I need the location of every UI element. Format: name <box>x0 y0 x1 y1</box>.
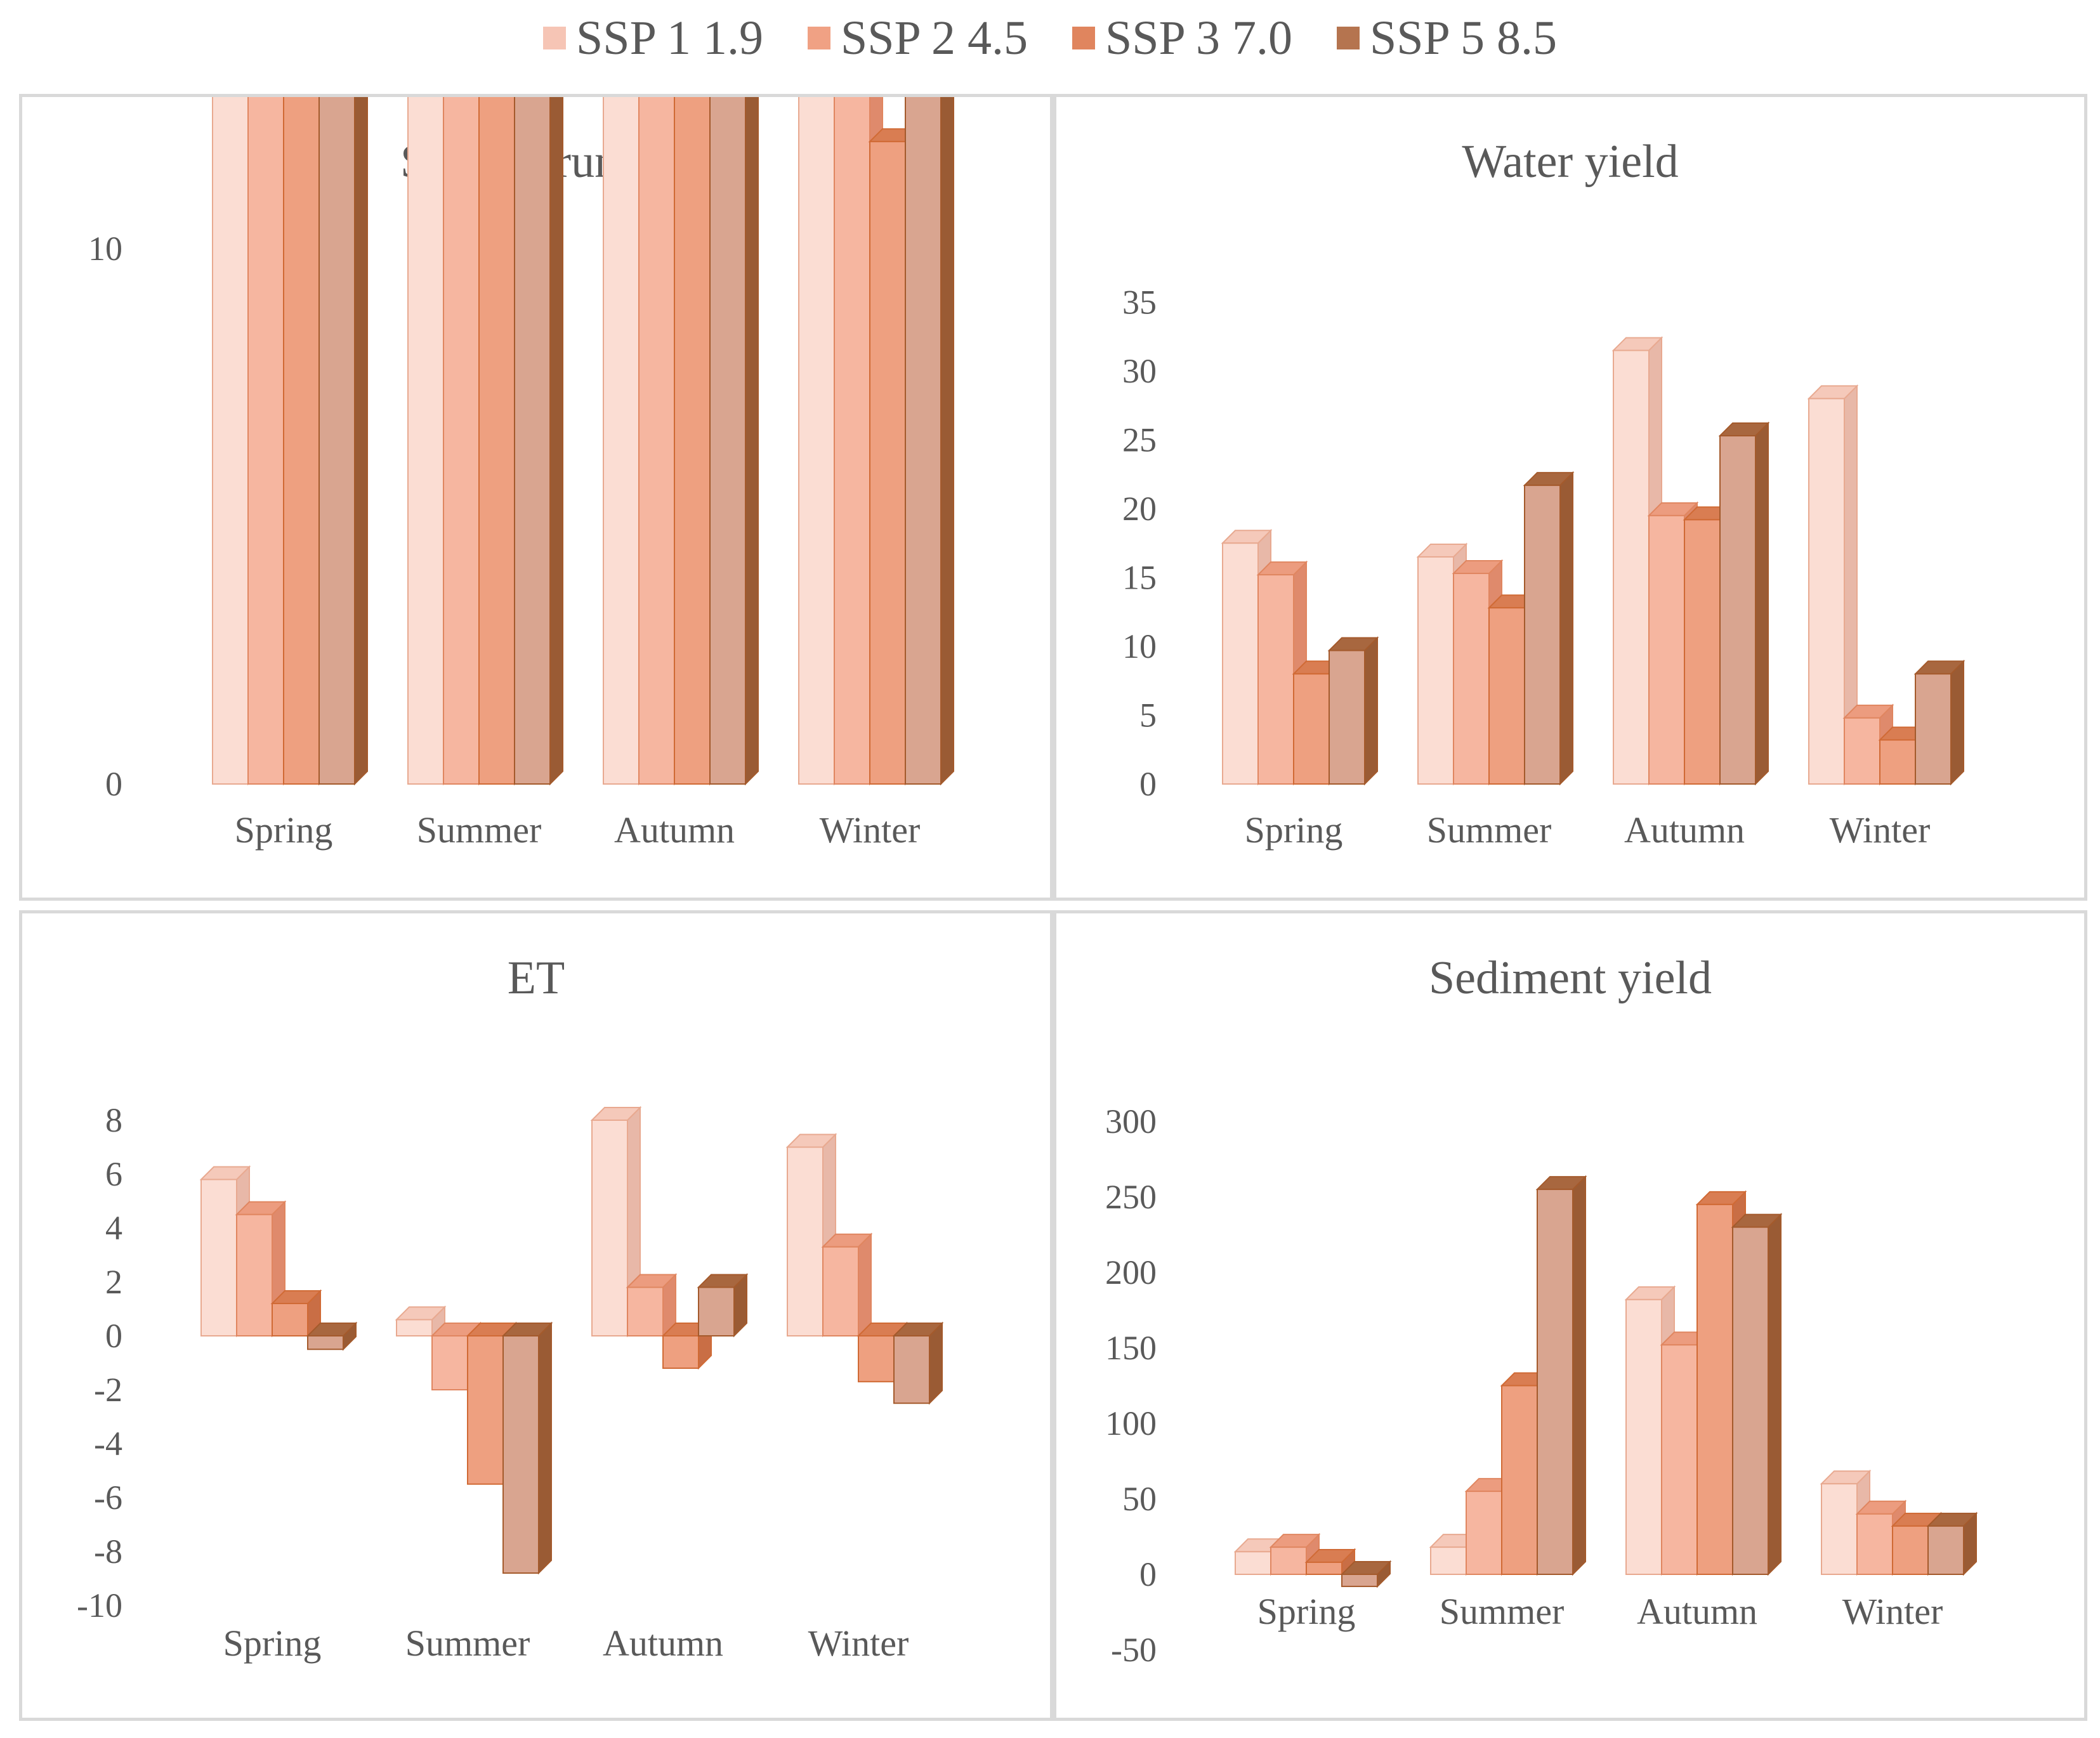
panel-sediment-yield: Sediment yield -50 0 50 100 150 200 250 300 Spri… <box>1053 910 2087 1721</box>
x-tick-label-summer: Summer <box>417 809 542 851</box>
x-tick-label-winter: Winter <box>1842 1591 1943 1632</box>
legend-item-ssp3-7-0: SSP 3 7.0 <box>1072 11 1292 66</box>
bar-spring-ssp-3-7-0 <box>1304 1548 1356 1576</box>
y-tick-label: -4 <box>94 1425 122 1463</box>
bar-spring-ssp-5-8-5 <box>1340 1560 1392 1588</box>
y-tick-label: -2 <box>94 1371 122 1409</box>
legend-label-ssp1-1-9: SSP 1 1.9 <box>576 11 764 65</box>
legend-item-ssp2-4-5: SSP 2 4.5 <box>808 11 1028 66</box>
x-tick-label-spring: Spring <box>1245 809 1343 851</box>
chart-legend: SSP 1 1.9 SSP 2 4.5 SSP 3 7.0 SSP 5 8.5 <box>0 0 2100 76</box>
bar-spring-ssp-1-1-9 <box>199 1165 251 1338</box>
chart-sediment-yield: -50 0 50 100 150 200 250 300 Spring Summer Autumn W… <box>1105 1102 1978 1669</box>
bar-winter-ssp-2-4-5 <box>821 1232 873 1338</box>
y-tick-label: 100 <box>1105 1404 1157 1442</box>
bar-winter-ssp-5-8-5 <box>892 1321 944 1405</box>
legend-swatch-ssp1-1-9 <box>543 27 567 49</box>
y-tick-label: 15 <box>1122 559 1157 597</box>
y-tick-label: 50 <box>1122 1480 1157 1518</box>
y-tick-label: 2 <box>105 1263 122 1301</box>
y-tick-label: 30 <box>1122 352 1157 390</box>
panel-et: ET -10 -8 -6 -4 -2 0 2 4 6 8 Spring Summer Autumn Win… <box>19 910 1053 1721</box>
y-tick-label: -6 <box>94 1479 122 1517</box>
legend-label-ssp2-4-5: SSP 2 4.5 <box>841 11 1028 65</box>
legend-item-ssp5-8-5: SSP 5 8.5 <box>1336 11 1557 66</box>
y-tick-label: 10 <box>88 230 122 268</box>
bar-spring-ssp-5-8-5 <box>306 1321 358 1351</box>
x-tick-label-autumn: Autumn <box>1637 1591 1757 1632</box>
y-tick-label: 25 <box>1122 421 1157 459</box>
x-tick-label-winter: Winter <box>1830 809 1931 851</box>
bar-autumn-ssp-5-8-5 <box>709 97 759 786</box>
bar-winter-ssp-5-8-5 <box>1926 1512 1978 1576</box>
y-tick-label: 300 <box>1105 1102 1157 1140</box>
y-tick-label: 150 <box>1105 1329 1157 1367</box>
bar-summer-ssp-5-8-5 <box>514 97 563 786</box>
legend-swatch-ssp5-8-5 <box>1336 27 1360 49</box>
y-tick-label: 35 <box>1122 284 1157 322</box>
y-tick-label: 0 <box>105 765 122 803</box>
bar-winter-ssp-5-8-5 <box>905 97 954 786</box>
bar-summer-ssp-1-1-9 <box>395 1305 447 1338</box>
bar-summer-ssp-5-8-5 <box>501 1321 553 1575</box>
x-tick-label-winter: Winter <box>808 1623 909 1664</box>
y-tick-label: 6 <box>105 1155 122 1193</box>
chart-title-water-yield: Water yield <box>1462 136 1679 188</box>
legend-item-ssp1-1-9: SSP 1 1.9 <box>543 11 763 66</box>
y-tick-label: 250 <box>1105 1178 1157 1216</box>
y-tick-label: 0 <box>105 1317 122 1355</box>
bar-winter-ssp-5-8-5 <box>1913 659 1965 786</box>
y-tick-label: -10 <box>77 1586 122 1624</box>
y-tick-label: 200 <box>1105 1253 1157 1291</box>
y-tick-label: -8 <box>94 1532 122 1571</box>
bar-summer-ssp-5-8-5 <box>1535 1175 1587 1576</box>
x-tick-label-autumn: Autumn <box>1624 809 1745 851</box>
chart-title-et: ET <box>507 952 565 1004</box>
bar-winter-ssp-3-7-0 <box>1891 1512 1943 1576</box>
legend-label-ssp3-7-0: SSP 3 7.0 <box>1105 11 1292 65</box>
x-tick-label-autumn: Autumn <box>603 1623 723 1664</box>
legend-swatch-ssp2-4-5 <box>808 27 831 49</box>
bar-autumn-ssp-2-4-5 <box>626 1273 678 1338</box>
legend-swatch-ssp3-7-0 <box>1072 27 1095 49</box>
bar-spring-ssp-5-8-5 <box>318 97 368 786</box>
y-tick-label: 8 <box>105 1101 122 1139</box>
bar-spring-ssp-3-7-0 <box>270 1289 322 1338</box>
chart-et: -10 -8 -6 -4 -2 0 2 4 6 8 Spring Summer Autumn Winter <box>77 1101 944 1664</box>
bar-autumn-ssp-5-8-5 <box>1718 421 1770 786</box>
y-tick-label: 4 <box>105 1209 122 1247</box>
legend-label-ssp5-8-5: SSP 5 8.5 <box>1369 11 1557 65</box>
y-tick-label: 10 <box>1122 627 1157 665</box>
x-tick-label-summer: Summer <box>1427 809 1552 851</box>
chart-title-sediment-yield: Sediment yield <box>1429 952 1712 1004</box>
bar-summer-ssp-1-1-9 <box>1429 1532 1481 1576</box>
bar-autumn-ssp-5-8-5 <box>697 1273 749 1338</box>
y-tick-label: 0 <box>1139 765 1157 803</box>
x-tick-label-summer: Summer <box>405 1623 530 1664</box>
y-tick-label: 5 <box>1139 696 1157 735</box>
panel-water-yield: Water yield 0 5 10 15 20 25 30 35 Spring Summer Au… <box>1053 94 2087 901</box>
x-tick-label-winter: Winter <box>820 809 921 851</box>
x-tick-label-spring: Spring <box>223 1623 322 1664</box>
y-tick-label: -50 <box>1111 1631 1157 1669</box>
bar-winter-ssp-1-1-9 <box>1807 384 1859 786</box>
y-tick-label: 20 <box>1122 490 1157 528</box>
x-tick-label-spring: Spring <box>1257 1591 1356 1632</box>
bar-spring-ssp-5-8-5 <box>1327 636 1379 786</box>
panel-surface-runoff: Surface runoff 0102030405060708090Spring… <box>19 94 1053 901</box>
bar-summer-ssp-5-8-5 <box>1523 471 1575 786</box>
x-tick-label-summer: Summer <box>1440 1591 1565 1632</box>
bar-winter-ssp-2-4-5 <box>1842 703 1894 786</box>
y-tick-label: 0 <box>1139 1555 1157 1593</box>
bar-autumn-ssp-5-8-5 <box>1731 1213 1783 1576</box>
chart-surface-runoff: 0102030405060708090SpringSummerAutumnWin… <box>88 97 954 851</box>
chart-water-yield: 0 5 10 15 20 25 30 35 Spring Summer Autumn Winter <box>1122 284 1965 851</box>
x-tick-label-spring: Spring <box>235 809 333 851</box>
x-tick-label-autumn: Autumn <box>614 809 735 851</box>
